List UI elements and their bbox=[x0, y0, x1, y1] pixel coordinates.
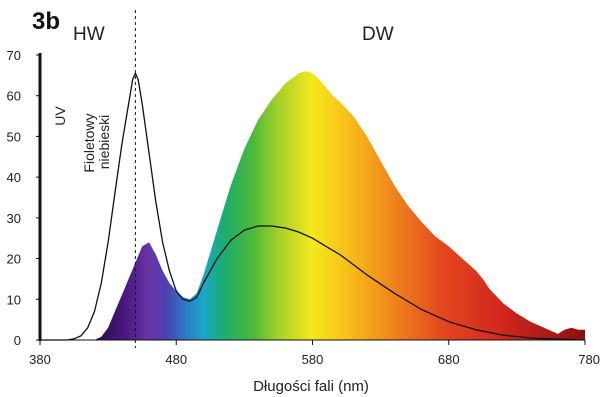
band-label-violet: Fioletowy bbox=[81, 113, 97, 172]
y-tick-label: 30 bbox=[7, 211, 21, 226]
spectrum-line-series-1 bbox=[40, 72, 586, 341]
spectrum-line-layer bbox=[40, 72, 586, 341]
band-label-blue: niebieski bbox=[96, 115, 112, 169]
x-tick-label: 580 bbox=[302, 352, 324, 367]
y-tick-label: 60 bbox=[7, 89, 21, 104]
y-tick-label: 20 bbox=[7, 252, 21, 267]
y-tick-label: 0 bbox=[14, 333, 21, 348]
panel-label: 3b bbox=[32, 8, 60, 35]
x-axis-title: Długości fali (nm) bbox=[253, 378, 369, 395]
y-tick-label: 50 bbox=[7, 129, 21, 144]
region-label-hw: HW bbox=[73, 24, 105, 45]
band-label-uv: UV bbox=[52, 106, 68, 126]
y-tick-label: 70 bbox=[7, 48, 21, 63]
x-tick-label: 480 bbox=[165, 352, 187, 367]
spectrum-fill-layer bbox=[94, 71, 585, 341]
x-tick-label: 780 bbox=[578, 352, 600, 367]
y-tick-label: 10 bbox=[7, 292, 21, 307]
region-label-dw: DW bbox=[362, 24, 394, 45]
spectrum-area-series-0 bbox=[94, 71, 585, 341]
x-tick-layer: 380 480 580 680 780 bbox=[29, 340, 600, 367]
x-tick-label: 380 bbox=[29, 352, 51, 367]
x-tick-label: 680 bbox=[438, 352, 460, 367]
y-tick-layer: 0 10 20 30 40 50 60 70 bbox=[7, 48, 40, 348]
y-tick-label: 40 bbox=[7, 170, 21, 185]
